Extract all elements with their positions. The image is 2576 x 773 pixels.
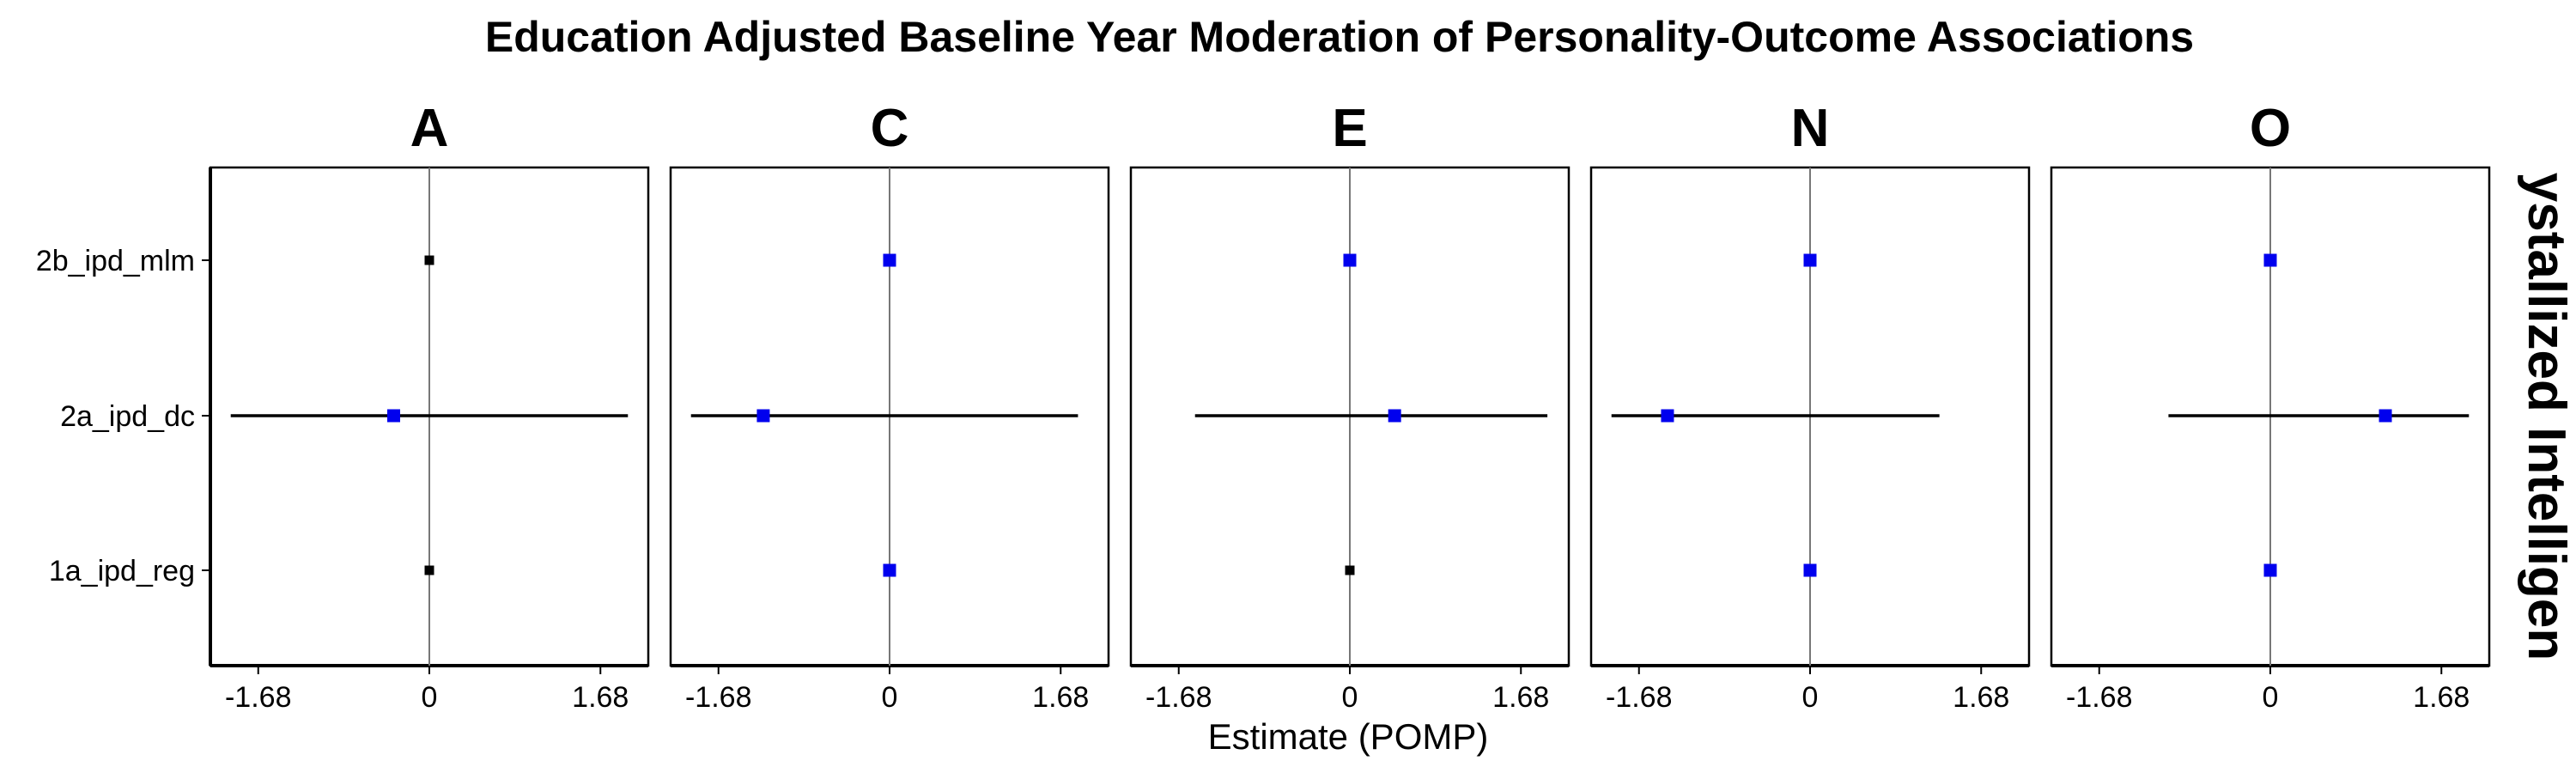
x-tick-label: 1.68 bbox=[572, 681, 629, 714]
facet-strip-label: ystallized Intelligen bbox=[2517, 173, 2576, 660]
x-tick-label: -1.68 bbox=[685, 681, 752, 714]
x-tick-label: 0 bbox=[882, 681, 898, 714]
x-tick-label: 1.68 bbox=[1953, 681, 2009, 714]
estimate-point bbox=[424, 255, 434, 265]
y-tick-label: 2b_ipd_mlm bbox=[36, 245, 195, 277]
estimate-point bbox=[883, 253, 896, 267]
facet-panel-N: N -1.68 0 1.68 bbox=[1589, 99, 2031, 714]
facet-title: E bbox=[1332, 99, 1367, 158]
x-tick-label: 0 bbox=[1342, 681, 1358, 714]
estimate-point bbox=[883, 563, 896, 577]
x-tick-label: 1.68 bbox=[1032, 681, 1089, 714]
x-tick-label: 1.68 bbox=[2413, 681, 2470, 714]
y-tick-label: 2a_ipd_dc bbox=[60, 400, 195, 433]
facet-panel-C: C -1.68 0 1.68 bbox=[669, 99, 1110, 714]
facet-panel-O: O -1.68 0 1.68 bbox=[2050, 99, 2491, 714]
y-tick-label: 1a_ipd_reg bbox=[49, 555, 195, 587]
x-tick-label: 0 bbox=[2263, 681, 2279, 714]
chart-title: Education Adjusted Baseline Year Moderat… bbox=[485, 13, 2194, 61]
x-tick-label: -1.68 bbox=[225, 681, 292, 714]
x-tick-label: 0 bbox=[422, 681, 438, 714]
x-axis-label: Estimate (POMP) bbox=[1208, 716, 1489, 757]
x-tick-label: -1.68 bbox=[1145, 681, 1212, 714]
estimate-point bbox=[2379, 409, 2392, 423]
estimate-point bbox=[424, 565, 434, 575]
facet-panels: A -1.68 0 1.68 C -1.68 0 1.68 E -1.68 0 1.68 N -1.68 0… bbox=[209, 99, 2491, 714]
y-axis: 2b_ipd_mlm 2a_ipd_dc 1a_ipd_reg bbox=[36, 167, 212, 666]
estimate-point bbox=[2263, 253, 2277, 267]
facet-panel-A: A -1.68 0 1.68 bbox=[209, 99, 650, 714]
x-tick-label: -1.68 bbox=[2066, 681, 2133, 714]
facet-title: C bbox=[871, 99, 909, 158]
x-tick-label: 1.68 bbox=[1492, 681, 1549, 714]
estimate-point bbox=[1388, 409, 1401, 423]
estimate-point bbox=[1343, 253, 1357, 267]
estimate-point bbox=[1803, 253, 1817, 267]
x-tick-label: -1.68 bbox=[1606, 681, 1673, 714]
facet-title: N bbox=[1791, 99, 1830, 158]
estimate-point bbox=[1345, 565, 1355, 575]
estimate-point bbox=[1661, 409, 1674, 423]
estimate-point bbox=[2263, 563, 2277, 577]
estimate-point bbox=[756, 409, 770, 423]
facet-title: A bbox=[410, 99, 449, 158]
facet-title: O bbox=[2250, 99, 2291, 158]
facet-panel-E: E -1.68 0 1.68 bbox=[1129, 99, 1571, 714]
x-tick-label: 0 bbox=[1802, 681, 1819, 714]
estimate-point bbox=[1803, 563, 1817, 577]
estimate-point bbox=[386, 409, 400, 423]
